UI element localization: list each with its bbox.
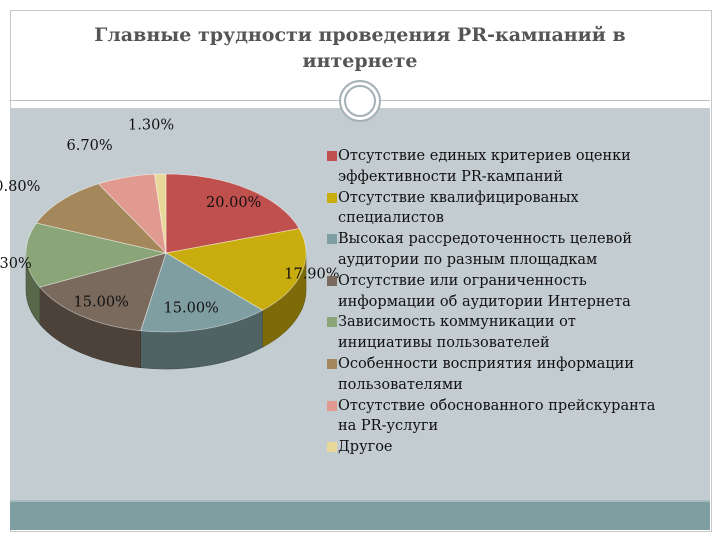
data-label-2: 17.90% bbox=[284, 267, 339, 283]
pie-slice-1 bbox=[165, 173, 300, 254]
legend-swatch-7 bbox=[327, 400, 337, 411]
pie-slice-4 bbox=[38, 252, 167, 332]
legend-item-3: Высокая рассредоточенность целевой аудито… bbox=[325, 229, 705, 271]
legend-label-3-line-2: аудитории по разным площадкам bbox=[338, 251, 598, 268]
footer-divider bbox=[10, 500, 710, 502]
page-title: Главные трудности проведения PR-кампаний… bbox=[40, 22, 680, 74]
legend-label-5-line-1: Зависимость коммуникации от bbox=[338, 314, 576, 331]
pie-slice-8 bbox=[154, 173, 167, 254]
legend-label-5-line-2: инициативы пользователей bbox=[338, 335, 550, 352]
data-label-3: 15.00% bbox=[164, 300, 219, 316]
data-label-5: 13.30% bbox=[0, 256, 32, 272]
legend-label-4-line-2: информации об аудитории Интернета bbox=[338, 293, 631, 310]
legend-label-1-line-2: эффективности PR-кампаний bbox=[338, 168, 563, 185]
legend-label-6-line-1: Особенности восприятия информации bbox=[338, 355, 635, 372]
data-label-1: 20.00% bbox=[206, 195, 261, 211]
data-label-6: 10.80% bbox=[0, 179, 40, 195]
footer-bar bbox=[10, 502, 710, 530]
legend-item-7: Отсутствие обоснованного прейскуранта на … bbox=[325, 396, 705, 438]
legend-swatch-8 bbox=[327, 442, 337, 453]
legend-item-5: Зависимость коммуникации от инициативы по… bbox=[325, 312, 705, 354]
legend-label-3-line-1: Высокая рассредоточенность целевой bbox=[338, 231, 633, 248]
chart-legend: Отсутствие единых критериев оценки эффект… bbox=[325, 146, 705, 458]
data-label-4: 15.00% bbox=[74, 295, 129, 311]
legend-swatch-2 bbox=[327, 192, 337, 203]
title-line-2: интернете bbox=[302, 50, 418, 72]
legend-label-2-line-2: специалистов bbox=[338, 210, 444, 227]
pie-slice-2 bbox=[164, 228, 307, 311]
legend-label-8-line-1: Другое bbox=[338, 439, 393, 456]
pie-slice-3 bbox=[140, 252, 264, 333]
pie-slice-6 bbox=[35, 183, 168, 254]
legend-swatch-5 bbox=[327, 317, 337, 328]
legend-swatch-4 bbox=[327, 275, 337, 286]
title-line-1: Главные трудности проведения PR-кампаний… bbox=[94, 24, 626, 46]
legend-swatch-3 bbox=[327, 234, 337, 245]
legend-item-8: Другое bbox=[325, 437, 705, 458]
data-label-7: 6.70% bbox=[67, 138, 113, 154]
legend-label-7-line-1: Отсутствие обоснованного прейскуранта bbox=[338, 397, 656, 414]
legend-item-2: Отсутствие квалифицированых специалистов bbox=[325, 188, 705, 230]
legend-swatch-1 bbox=[327, 151, 337, 161]
legend-label-7-line-2: на PR-услуги bbox=[338, 418, 439, 435]
data-label-8: 1.30% bbox=[128, 118, 174, 134]
legend-label-1-line-1: Отсутствие единых критериев оценки bbox=[338, 148, 631, 164]
legend-item-1: Отсутствие единых критериев оценки эффект… bbox=[325, 146, 705, 188]
legend-label-4-line-1: Отсутствие или ограниченность bbox=[338, 272, 587, 289]
pie-slice-5 bbox=[25, 222, 167, 288]
legend-swatch-6 bbox=[327, 358, 337, 369]
circle-ornament-icon bbox=[339, 80, 381, 122]
legend-item-6: Особенности восприятия информации пользов… bbox=[325, 354, 705, 396]
legend-label-2-line-1: Отсутствие квалифицированых bbox=[338, 189, 579, 206]
legend-item-4: Отсутствие или ограниченность информации … bbox=[325, 271, 705, 313]
legend-label-6-line-2: пользователями bbox=[338, 376, 463, 393]
